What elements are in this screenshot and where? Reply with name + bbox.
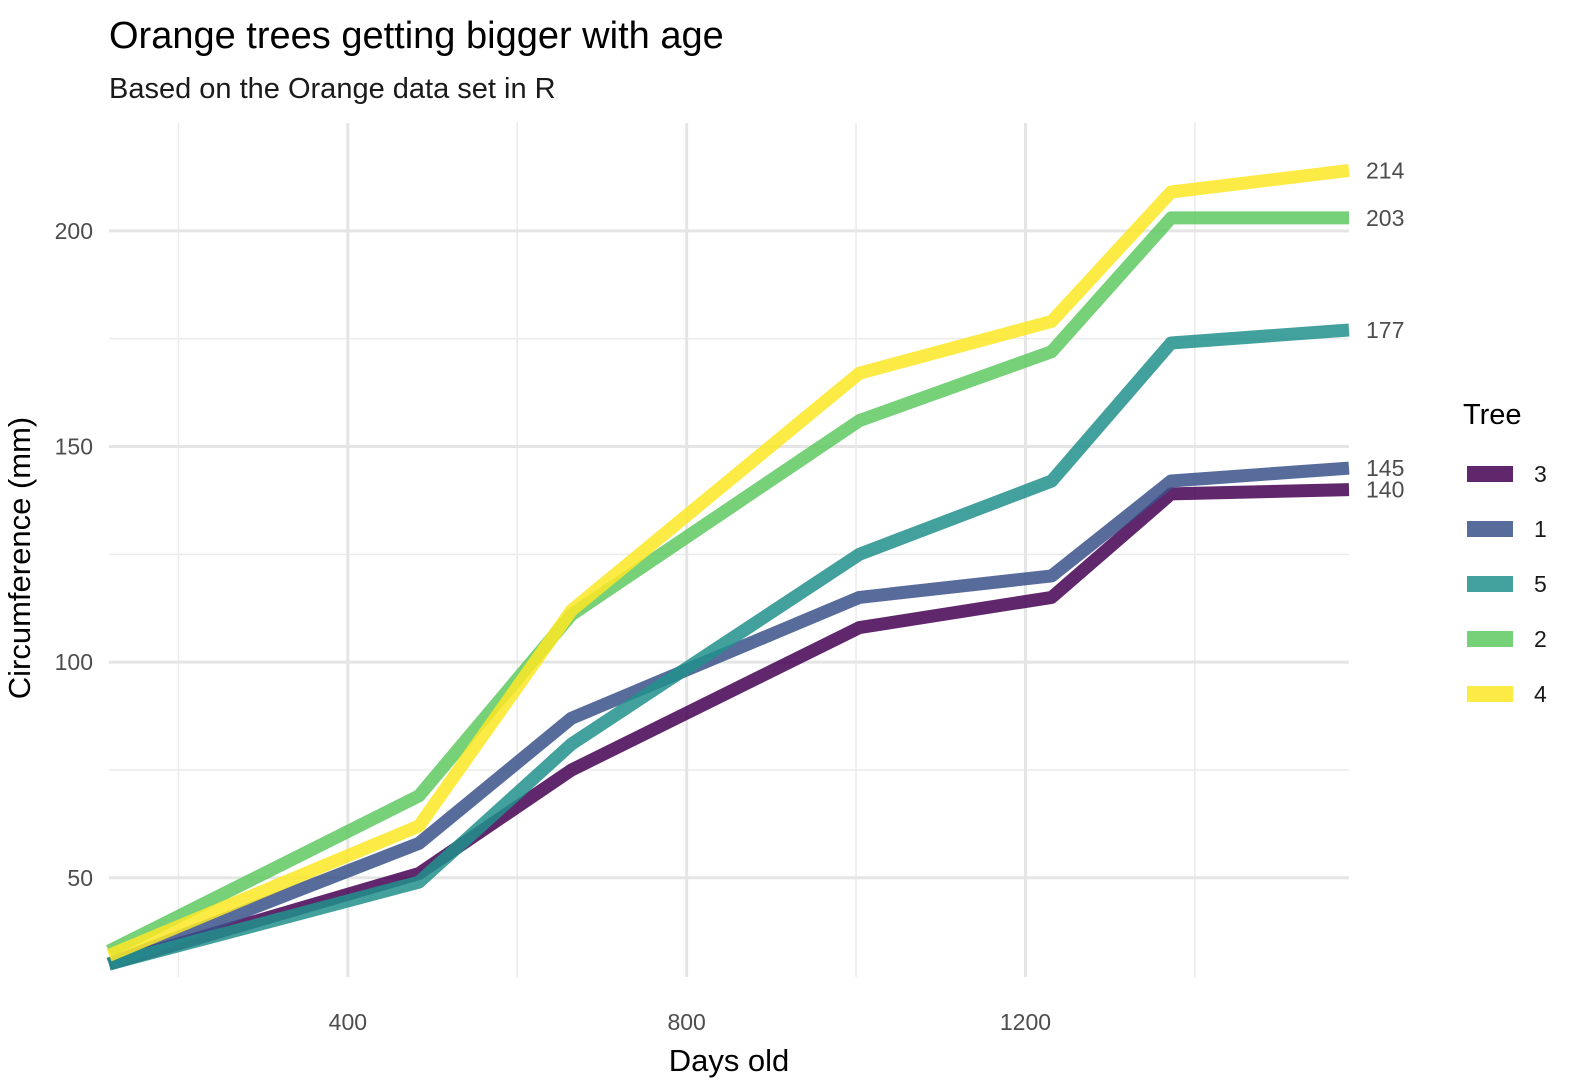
y-axis-title: Circumference (mm) (2, 417, 37, 699)
end-label-tree-3: 140 (1366, 477, 1404, 503)
y-tick-label: 100 (55, 649, 93, 675)
legend-swatch-tree-5 (1467, 576, 1513, 592)
x-tick-label: 800 (667, 1009, 705, 1035)
chart-title: Orange trees getting bigger with age (109, 15, 724, 57)
legend-label-tree-1: 1 (1534, 516, 1547, 542)
legend-swatch-tree-3 (1467, 466, 1513, 482)
y-tick-label: 150 (55, 433, 93, 459)
x-axis-title: Days old (669, 1043, 790, 1078)
chart-subtitle: Based on the Orange data set in R (109, 73, 556, 105)
legend-swatch-tree-1 (1467, 521, 1513, 537)
end-label-tree-1: 145 (1366, 455, 1404, 481)
end-label-tree-5: 177 (1366, 317, 1404, 343)
y-tick-label: 200 (55, 218, 93, 244)
end-label-tree-4: 214 (1366, 157, 1405, 183)
legend-label-tree-5: 5 (1534, 571, 1547, 597)
legend-label-tree-4: 4 (1534, 681, 1547, 707)
series-line-tree-2 (106, 211, 1349, 957)
legend-label-tree-2: 2 (1534, 626, 1547, 652)
legend: Tree 3 1 5 2 4 (1463, 399, 1547, 707)
series-line-tree-1 (106, 461, 1350, 971)
y-axis-ticks: 50 100 150 200 (55, 218, 93, 891)
series-lines (106, 163, 1350, 971)
grid (109, 123, 1349, 977)
legend-swatch-tree-2 (1467, 631, 1513, 647)
x-tick-label: 400 (329, 1009, 367, 1035)
series-line-tree-4 (106, 163, 1350, 962)
series-line-tree-5 (107, 323, 1350, 971)
y-tick-label: 50 (67, 865, 93, 891)
x-axis-ticks: 400 800 1200 (329, 1009, 1051, 1035)
end-label-tree-2: 203 (1366, 205, 1404, 231)
legend-swatch-tree-4 (1467, 686, 1513, 702)
x-tick-label: 1200 (1000, 1009, 1051, 1035)
legend-title: Tree (1463, 399, 1522, 431)
legend-label-tree-3: 3 (1534, 461, 1547, 487)
